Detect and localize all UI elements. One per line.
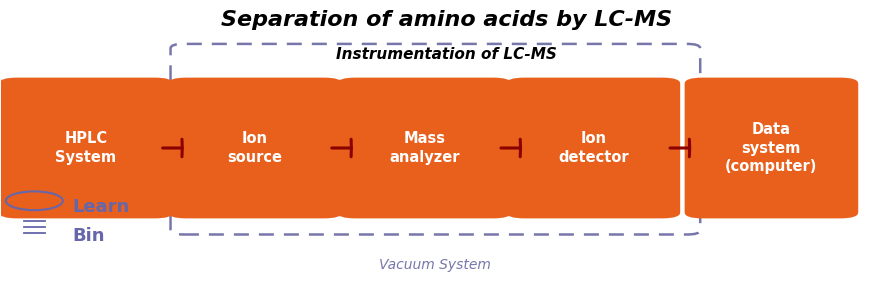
FancyBboxPatch shape [0,78,172,218]
Text: Ion
source: Ion source [228,131,282,165]
FancyBboxPatch shape [685,78,858,218]
Text: Separation of amino acids by LC-MS: Separation of amino acids by LC-MS [221,10,672,30]
Text: Vacuum System: Vacuum System [379,258,491,272]
Text: Instrumentation of LC-MS: Instrumentation of LC-MS [336,47,557,62]
Text: Ion
detector: Ion detector [558,131,629,165]
Text: HPLC
System: HPLC System [55,131,116,165]
Text: Data
system
(computer): Data system (computer) [725,122,818,174]
Text: Bin: Bin [72,227,105,245]
FancyBboxPatch shape [168,78,342,218]
FancyBboxPatch shape [338,78,511,218]
Text: Mass
analyzer: Mass analyzer [389,131,460,165]
FancyBboxPatch shape [506,78,680,218]
Text: Learn: Learn [72,198,129,216]
